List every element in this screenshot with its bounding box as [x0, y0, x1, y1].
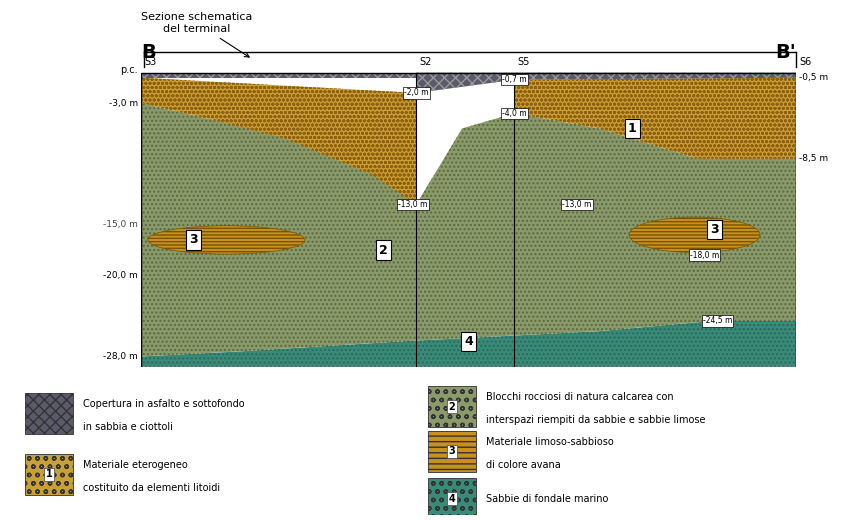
Text: B: B: [141, 43, 156, 61]
Text: -18,0 m: -18,0 m: [690, 251, 719, 259]
Text: Materiale eterogeneo: Materiale eterogeneo: [83, 460, 187, 470]
FancyBboxPatch shape: [428, 386, 476, 427]
Text: Blocchi rocciosi di natura calcarea con: Blocchi rocciosi di natura calcarea con: [485, 392, 673, 402]
FancyBboxPatch shape: [428, 431, 476, 472]
FancyBboxPatch shape: [428, 478, 476, 519]
Ellipse shape: [629, 217, 760, 253]
Text: -15,0 m: -15,0 m: [103, 220, 138, 229]
Text: 1: 1: [628, 122, 637, 135]
Text: 3: 3: [710, 223, 718, 236]
FancyBboxPatch shape: [26, 454, 73, 495]
Text: Sabbie di fondale marino: Sabbie di fondale marino: [485, 493, 608, 503]
Text: -8,5 m: -8,5 m: [800, 154, 829, 163]
Text: S6: S6: [800, 57, 811, 68]
Ellipse shape: [148, 226, 305, 254]
Text: S3: S3: [145, 57, 157, 68]
Text: 4: 4: [449, 493, 455, 503]
Polygon shape: [141, 77, 416, 204]
Text: 4: 4: [464, 335, 473, 348]
Text: costituito da elementi litoidi: costituito da elementi litoidi: [83, 483, 220, 493]
Text: 2: 2: [449, 401, 455, 412]
Text: B': B': [776, 43, 796, 61]
Text: S5: S5: [518, 57, 530, 68]
Text: S2: S2: [419, 57, 432, 68]
Text: -2,0 m: -2,0 m: [404, 88, 429, 97]
Text: Copertura in asfalto e sottofondo: Copertura in asfalto e sottofondo: [83, 399, 245, 409]
Text: 2: 2: [379, 243, 388, 256]
Text: -28,0 m: -28,0 m: [104, 352, 138, 361]
FancyBboxPatch shape: [26, 393, 73, 434]
Polygon shape: [141, 103, 796, 357]
Text: 3: 3: [449, 446, 455, 456]
Polygon shape: [514, 77, 796, 159]
Text: -13,0 m: -13,0 m: [562, 200, 591, 209]
Text: Materiale limoso-sabbioso: Materiale limoso-sabbioso: [485, 437, 613, 447]
Text: -0,5 m: -0,5 m: [800, 73, 829, 82]
Text: -3,0 m: -3,0 m: [109, 99, 138, 108]
Text: -20,0 m: -20,0 m: [104, 271, 138, 280]
Text: p.c.: p.c.: [121, 65, 138, 75]
Text: Sezione schematica
del terminal: Sezione schematica del terminal: [141, 12, 253, 57]
Polygon shape: [141, 321, 796, 367]
Polygon shape: [141, 73, 416, 77]
Text: di colore avana: di colore avana: [485, 460, 561, 470]
Text: 1: 1: [45, 469, 52, 479]
Text: -0,7 m: -0,7 m: [502, 75, 526, 84]
Polygon shape: [514, 73, 796, 80]
Text: in sabbia e ciottoli: in sabbia e ciottoli: [83, 422, 173, 432]
Polygon shape: [416, 73, 514, 93]
Text: 3: 3: [189, 233, 198, 246]
Text: interspazi riempiti da sabbie e sabbie limose: interspazi riempiti da sabbie e sabbie l…: [485, 415, 705, 425]
Text: -13,0 m: -13,0 m: [398, 200, 428, 209]
Text: -24,5 m: -24,5 m: [703, 317, 732, 326]
Text: -4,0 m: -4,0 m: [502, 109, 526, 118]
